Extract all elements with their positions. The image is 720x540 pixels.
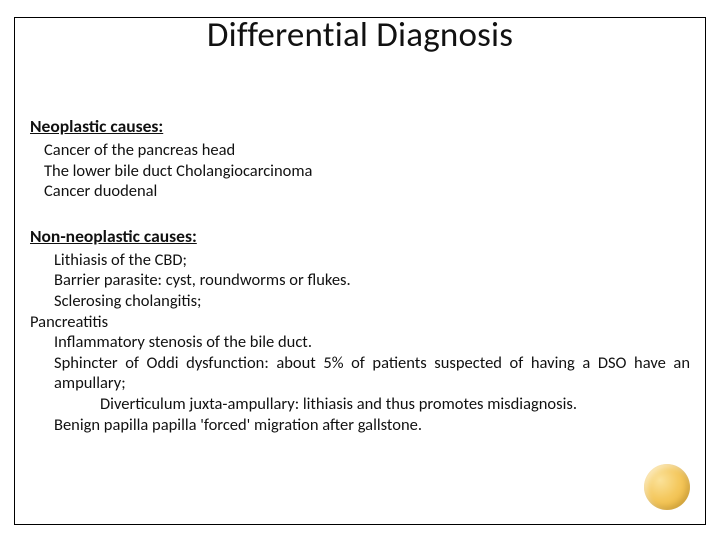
list-item: The lower bile duct Cholangiocarcinoma bbox=[30, 161, 690, 182]
list-item: Cancer duodenal bbox=[30, 181, 690, 202]
list-item: Lithiasis of the CBD; bbox=[30, 250, 690, 271]
decorative-circle-icon bbox=[644, 464, 690, 510]
section-heading-neoplastic: Neoplastic causes: bbox=[30, 116, 690, 138]
list-item: Sclerosing cholangitis; bbox=[30, 291, 690, 312]
slide: Differential Diagnosis Neoplastic causes… bbox=[0, 0, 720, 540]
list-item: Benign papilla papilla 'forced' migratio… bbox=[30, 415, 690, 436]
list-item: Cancer of the pancreas head bbox=[30, 140, 690, 161]
list-item: Diverticulum juxta-ampullary: lithiasis … bbox=[30, 394, 690, 415]
section-heading-non-neoplastic: Non-neoplastic causes: bbox=[30, 226, 690, 248]
content-area: Neoplastic causes: Cancer of the pancrea… bbox=[30, 116, 690, 435]
list-item: Barrier parasite: cyst, roundworms or fl… bbox=[30, 270, 690, 291]
slide-title: Differential Diagnosis bbox=[0, 14, 720, 56]
list-item: Sphincter of Oddi dysfunction: about 5% … bbox=[30, 353, 690, 394]
list-item: Pancreatitis bbox=[30, 312, 690, 333]
list-item: Inflammatory stenosis of the bile duct. bbox=[30, 332, 690, 353]
